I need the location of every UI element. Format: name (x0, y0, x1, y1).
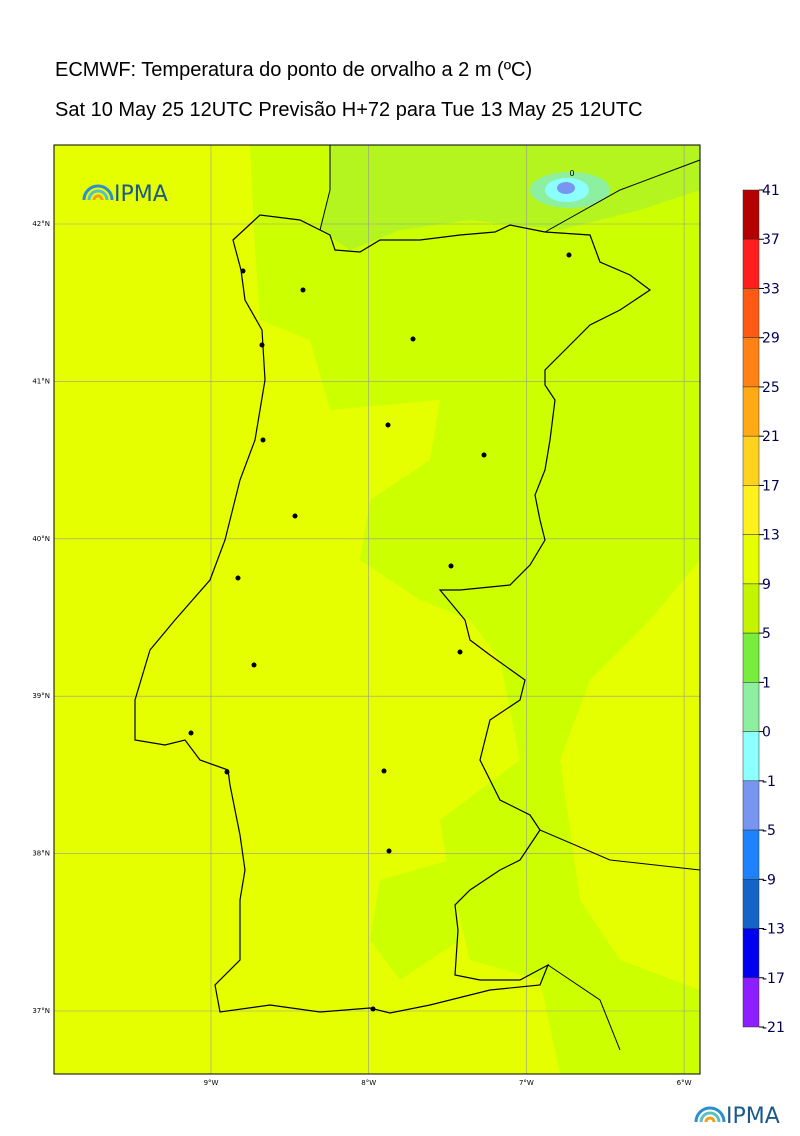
footer-logo-text: IPMA (726, 1104, 780, 1129)
lon-label: 7°W (519, 1079, 534, 1087)
country-outline (134, 214, 652, 1014)
lat-label: 38°N (32, 850, 50, 858)
contour-label: 0 (569, 169, 574, 178)
colorbar-label: 0 (762, 725, 771, 741)
colorbar: 41 37 33 29 25 21 17 13 9 5 1 0 -1 -5 -9 -13 -17 -21 (742, 183, 785, 1036)
colorbar-segment (742, 189, 760, 240)
colorbar-segment (742, 829, 760, 880)
map-logo-text: IPMA (114, 182, 168, 207)
lon-label: 9°W (204, 1079, 219, 1087)
colorbar-label: 13 (762, 528, 780, 544)
colorbar-label: 1 (762, 675, 771, 691)
colorbar-label: -5 (762, 823, 776, 839)
colorbar-label: 29 (762, 331, 780, 347)
map-frame (53, 144, 701, 1075)
lat-label: 37°N (32, 1007, 50, 1015)
colorbar-segment (742, 337, 760, 388)
map-field (54, 145, 700, 1074)
colorbar-segment (742, 485, 760, 535)
colorbar-segment (742, 780, 760, 831)
colorbar-segment (742, 632, 760, 683)
colorbar-label: -13 (762, 922, 785, 938)
colorbar-label: -17 (762, 971, 785, 987)
colorbar-label: 21 (762, 429, 780, 445)
colorbar-label: 9 (762, 577, 771, 593)
colorbar-label: 25 (762, 380, 780, 396)
colorbar-segment (742, 386, 760, 437)
colorbar-segment (742, 435, 760, 486)
colorbar-segment (742, 238, 760, 289)
colorbar-label: 37 (762, 232, 780, 248)
colorbar-label: 33 (762, 281, 780, 297)
colorbar-segment (742, 682, 760, 732)
graticule: 42°N 41°N 40°N 39°N 38°N 37°N 9°W 8°W 7°W 6°W (32, 145, 700, 1087)
colorbar-segment (742, 977, 760, 1028)
colorbar-label: 41 (762, 183, 780, 199)
colorbar-segment (742, 879, 760, 929)
lat-label: 40°N (32, 535, 50, 543)
coast-outline (319, 145, 701, 1051)
lon-label: 6°W (677, 1079, 692, 1087)
title: ECMWF: Temperatura do ponto de orvalho a… (55, 59, 532, 81)
lat-label: 42°N (32, 220, 50, 228)
colorbar-segment (742, 583, 760, 634)
map-logo: IPMA (82, 182, 168, 207)
subtitle: Sat 10 May 25 12UTC Previsão H+72 para T… (55, 99, 643, 121)
colorbar-segment (742, 928, 760, 979)
lon-label: 8°W (361, 1079, 376, 1087)
lat-label: 41°N (32, 377, 50, 385)
cities (188, 252, 572, 1012)
colorbar-label: 17 (762, 478, 780, 494)
colorbar-label: -1 (762, 774, 776, 790)
colorbar-label: -21 (762, 1020, 785, 1036)
colorbar-label: -9 (762, 872, 776, 888)
colorbar-segment (742, 731, 760, 782)
colorbar-label: 5 (762, 626, 771, 642)
lat-label: 39°N (32, 692, 50, 700)
footer-logo: IPMA (694, 1104, 780, 1129)
colorbar-segment (742, 534, 760, 585)
colorbar-segment (742, 288, 760, 338)
